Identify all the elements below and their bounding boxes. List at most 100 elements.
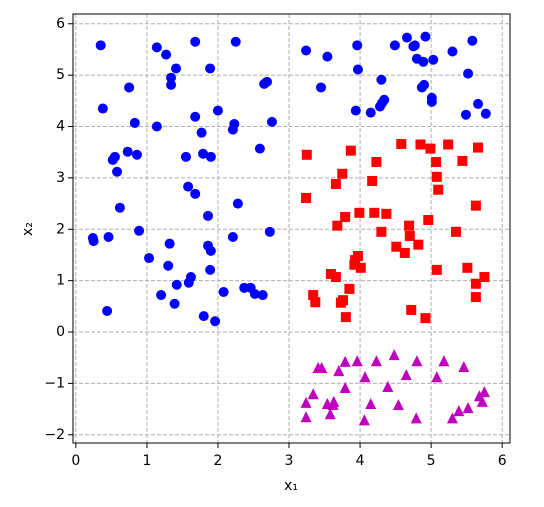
y-tick-label: 6 (56, 16, 65, 32)
point (371, 156, 382, 167)
y-tick-label: 0 (56, 324, 65, 340)
point (301, 149, 312, 160)
y-tick-label: −1 (44, 375, 65, 391)
point (322, 51, 333, 62)
x-tick-label: 1 (142, 453, 151, 469)
x-tick-label: 0 (71, 453, 80, 469)
point (351, 355, 363, 367)
point (332, 220, 343, 231)
point (438, 355, 450, 367)
point (462, 262, 473, 273)
point (352, 40, 363, 51)
point (425, 143, 436, 154)
y-axis-label: x₂ (20, 222, 36, 236)
point (340, 211, 351, 222)
point (190, 36, 201, 47)
point (450, 226, 461, 237)
point (171, 279, 182, 290)
point (339, 355, 351, 367)
point (443, 139, 454, 150)
point (350, 105, 361, 116)
point (431, 371, 443, 383)
point (388, 349, 400, 361)
point (257, 290, 268, 301)
point (151, 121, 162, 132)
point (198, 311, 209, 322)
point (467, 35, 478, 46)
point (166, 72, 177, 83)
point (301, 192, 312, 203)
point (190, 111, 201, 122)
point (431, 156, 442, 167)
point (337, 168, 348, 179)
point (339, 382, 351, 394)
point (453, 405, 465, 417)
point (315, 82, 326, 93)
point (103, 231, 114, 242)
point (365, 397, 377, 409)
point (97, 103, 108, 114)
point (416, 82, 427, 93)
point (156, 290, 167, 301)
point (399, 247, 410, 258)
point (382, 380, 394, 392)
point (122, 146, 133, 157)
point (324, 408, 336, 420)
point (376, 74, 387, 85)
point (410, 412, 422, 424)
point (183, 277, 194, 288)
point (423, 215, 434, 226)
point (212, 105, 223, 116)
point (392, 398, 404, 410)
point (404, 230, 415, 241)
point (415, 139, 426, 150)
y-tick-label: 5 (56, 67, 65, 83)
point (420, 313, 431, 324)
point (470, 200, 481, 211)
y-tick-label: 2 (56, 221, 65, 237)
point (180, 151, 191, 162)
point (327, 398, 339, 410)
point (114, 202, 125, 213)
point (316, 361, 328, 373)
point (470, 278, 481, 289)
y-tick-label: 3 (56, 170, 65, 186)
point (205, 264, 216, 275)
point (198, 148, 209, 159)
point (131, 149, 142, 160)
point (218, 286, 229, 297)
point (183, 181, 194, 192)
point (266, 116, 277, 127)
point (166, 79, 177, 90)
point (389, 40, 400, 51)
point (261, 76, 272, 87)
point (254, 143, 265, 154)
point (330, 272, 341, 283)
point (307, 388, 319, 400)
point (134, 225, 145, 236)
point (190, 188, 201, 199)
y-tick-label: −2 (44, 427, 65, 443)
point (358, 414, 370, 426)
point (310, 297, 321, 308)
plot-frame (72, 13, 511, 444)
point (391, 241, 402, 252)
point (264, 226, 275, 237)
grid (73, 14, 510, 443)
point (333, 365, 345, 377)
point (431, 264, 442, 275)
point (352, 64, 363, 75)
point (447, 46, 458, 57)
point (396, 138, 407, 149)
point (205, 63, 216, 74)
point (458, 360, 470, 372)
point (144, 253, 155, 264)
point (124, 82, 135, 93)
point (400, 369, 412, 381)
point (203, 210, 214, 221)
point (107, 154, 118, 165)
point (462, 402, 474, 414)
point (480, 108, 491, 119)
point (473, 98, 484, 109)
